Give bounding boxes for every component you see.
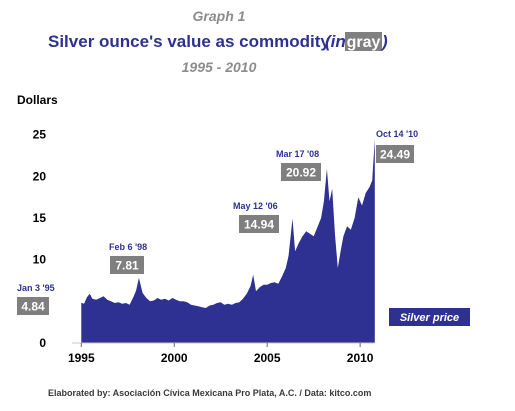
- callout-box-2: [239, 215, 279, 233]
- y-axis: 0510152025: [33, 128, 47, 350]
- callout-date-4: Oct 14 '10: [376, 129, 418, 139]
- y-tick-20: 20: [33, 169, 47, 183]
- chart-title-paren-close: ): [380, 32, 388, 51]
- x-tick-2005: 2005: [254, 351, 281, 365]
- y-tick-15: 15: [33, 211, 47, 225]
- legend-swatch: [389, 308, 470, 326]
- callout-value-3: 20.92: [286, 166, 316, 180]
- title-highlight-box: [345, 32, 382, 51]
- y-tick-25: 25: [33, 128, 47, 142]
- legend-entry-silver-price: Silver price: [400, 312, 459, 324]
- callout-box-1: [110, 256, 144, 274]
- callout-date-1: Feb 6 '98: [109, 242, 147, 252]
- x-tick-2010: 2010: [347, 351, 374, 365]
- plot-area: [72, 138, 375, 344]
- silver-price-area: [81, 138, 375, 343]
- callout-date-3: Mar 17 '08: [276, 149, 319, 159]
- chart-subtitle: 1995 - 2010: [182, 59, 257, 75]
- y-axis-label: Dollars: [17, 93, 58, 107]
- callout-box-3: [281, 163, 321, 181]
- callout-value-2: 14.94: [244, 218, 274, 232]
- callouts: Jan 3 '95 4.84 Feb 6 '98 7.81 May 12 '06 14.9…: [17, 129, 418, 315]
- x-tick-2000: 2000: [161, 351, 188, 365]
- legend: Silver price: [389, 308, 470, 326]
- callout-date-0: Jan 3 '95: [17, 283, 55, 293]
- chart-title-paren-open: (in: [325, 32, 346, 51]
- x-axis: 1995 2000 2005 2010: [68, 343, 374, 365]
- footer-credit: Elaborated by: Asociación Cívica Mexican…: [48, 388, 371, 398]
- callout-date-2: May 12 '06: [233, 201, 278, 211]
- callout-box-0: [17, 297, 49, 315]
- chart-title: Silver ounce's value as commodity: [48, 32, 330, 51]
- title-highlight-text: gray: [347, 34, 381, 51]
- x-tick-1995: 1995: [68, 351, 95, 365]
- graph-label: Graph 1: [193, 8, 246, 24]
- callout-value-4: 24.49: [380, 148, 410, 162]
- y-tick-10: 10: [33, 253, 47, 267]
- callout-value-1: 7.81: [115, 259, 139, 273]
- callout-value-0: 4.84: [21, 300, 45, 314]
- y-tick-0: 0: [39, 336, 46, 350]
- callout-box-4: [376, 145, 414, 163]
